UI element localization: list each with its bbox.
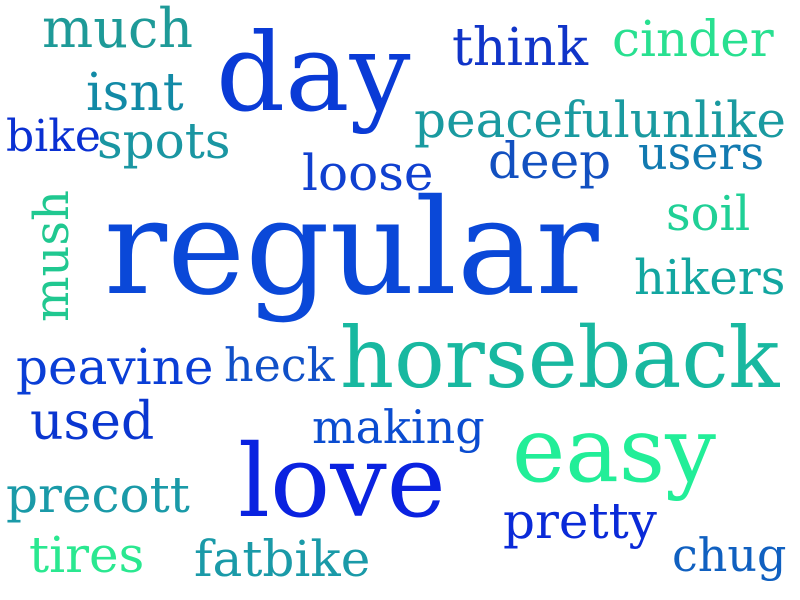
- word-spots: spots: [97, 112, 231, 170]
- word-easy: easy: [512, 398, 716, 503]
- word-day: day: [216, 11, 411, 136]
- word-chug: chug: [672, 528, 787, 582]
- word-heck: heck: [224, 338, 335, 392]
- word-soil: soil: [666, 186, 751, 242]
- word-horseback: horseback: [340, 309, 780, 407]
- word-fatbike: fatbike: [194, 530, 371, 588]
- word-peacefulunlike: peacefulunlike: [414, 91, 786, 149]
- word-isnt: isnt: [86, 63, 184, 123]
- word-pretty: pretty: [503, 492, 657, 550]
- word-tires: tires: [29, 526, 145, 584]
- word-making: making: [312, 400, 485, 454]
- word-precott: precott: [6, 466, 190, 524]
- word-loose: loose: [302, 144, 434, 202]
- word-mush: mush: [24, 190, 80, 322]
- word-bike: bike: [6, 111, 101, 162]
- word-users: users: [638, 126, 765, 180]
- word-peavine: peavine: [16, 338, 214, 396]
- word-regular: regular: [104, 171, 599, 325]
- word-deep: deep: [488, 132, 612, 190]
- word-used: used: [30, 392, 155, 452]
- word-think: think: [452, 18, 589, 78]
- word-much: much: [42, 0, 194, 60]
- word-love: love: [238, 423, 446, 540]
- word-hikers: hikers: [634, 250, 786, 306]
- word-cinder: cinder: [612, 10, 774, 68]
